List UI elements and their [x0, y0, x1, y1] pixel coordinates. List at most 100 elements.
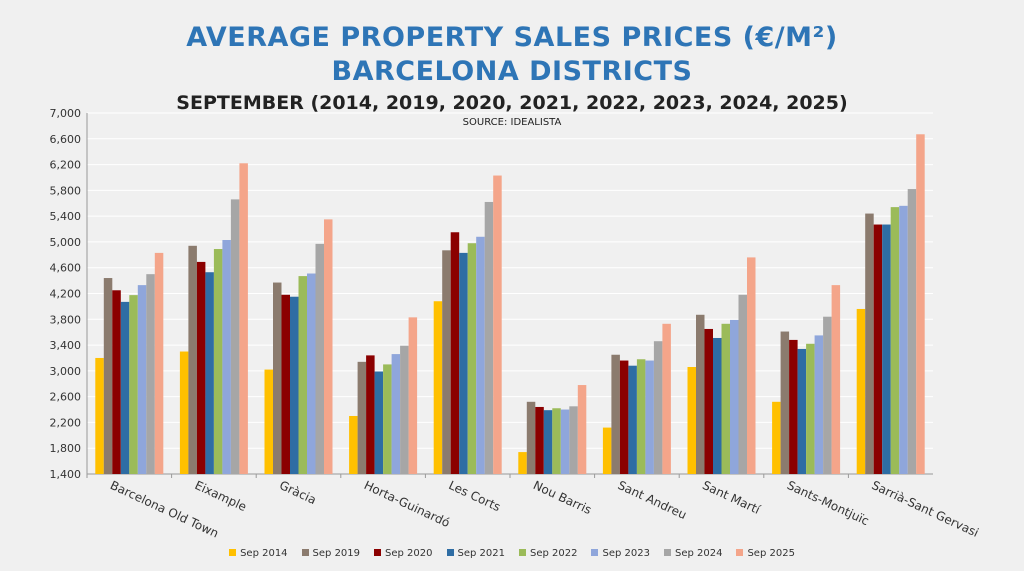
bar	[704, 328, 713, 474]
bar	[493, 175, 502, 475]
bar	[713, 337, 722, 474]
legend-swatch	[229, 549, 237, 556]
bar	[205, 272, 214, 474]
x-tick-label: Nou Barris	[531, 478, 594, 517]
bar	[856, 308, 866, 474]
legend-item: Sep 2025	[736, 548, 795, 559]
bar	[408, 317, 418, 474]
bar	[636, 359, 646, 474]
x-tick-label: Sant Andreu	[616, 478, 689, 522]
x-tick-label: Sarrià-Sant Gervasi	[869, 478, 980, 540]
legend-item: Sep 2014	[229, 548, 288, 559]
bar	[298, 276, 307, 474]
bar	[324, 219, 333, 474]
bar	[264, 369, 273, 474]
bar	[357, 361, 367, 474]
y-tick-label: 5,000	[50, 236, 82, 249]
legend-item: Sep 2021	[446, 548, 505, 559]
y-tick-label: 7,000	[50, 107, 82, 120]
bar	[823, 316, 832, 474]
bar	[882, 224, 891, 474]
y-tick-label: 1,800	[50, 442, 82, 455]
legend-label: Sep 2014	[240, 548, 288, 559]
bar	[602, 427, 612, 474]
bar	[552, 408, 561, 474]
y-tick-label: 2,600	[50, 391, 82, 404]
bar	[772, 401, 781, 474]
bar	[484, 201, 494, 475]
y-tick-label: 3,800	[50, 313, 82, 326]
x-tick-label: Horta-Guinardó	[362, 478, 452, 530]
bar	[560, 409, 570, 474]
y-tick-label: 5,800	[50, 184, 82, 197]
x-tick-label: Les Corts	[446, 478, 502, 514]
bar	[307, 273, 316, 474]
legend-item: Sep 2024	[663, 548, 722, 559]
chart-title: AVERAGE PROPERTY SALES PRICES (€/M²)	[186, 22, 838, 53]
legend-label: Sep 2019	[312, 548, 361, 559]
bar	[645, 360, 654, 474]
bar	[467, 243, 477, 474]
y-tick-label: 3,000	[50, 365, 82, 378]
bar	[535, 406, 544, 474]
x-tick-label: Gràcia	[277, 478, 318, 507]
bar	[366, 355, 375, 474]
legend-label: Sep 2025	[747, 548, 795, 559]
y-tick-label: 4,600	[50, 262, 82, 275]
bar	[315, 243, 324, 474]
chart-title-line2: BARCELONA DISTRICTS	[331, 56, 693, 87]
legend-swatch	[301, 549, 309, 556]
bar	[814, 335, 824, 474]
y-tick-label: 6,200	[50, 159, 82, 172]
bar	[391, 354, 401, 474]
bar	[526, 401, 536, 474]
bar	[450, 232, 460, 474]
bar	[442, 250, 451, 474]
bar	[459, 252, 468, 474]
y-tick-label: 6,600	[50, 133, 82, 146]
legend-swatch	[519, 549, 526, 556]
bar	[476, 236, 485, 474]
bar	[916, 134, 925, 475]
legend-item: Sep 2020	[374, 548, 433, 559]
legend-swatch	[374, 549, 382, 556]
bar	[899, 205, 908, 475]
y-tick-label: 3,400	[50, 339, 82, 352]
bar	[179, 351, 189, 474]
bar	[95, 357, 104, 474]
bar	[696, 314, 705, 474]
legend-swatch	[736, 549, 744, 556]
legend-swatch	[446, 549, 454, 556]
bar	[907, 189, 917, 474]
bar	[628, 365, 637, 474]
legend: Sep 2014 Sep 2019 Sep 2020 Sep 2021 Sep 2022…	[0, 548, 1024, 559]
x-tick-label: Eixample	[193, 478, 249, 514]
legend-label: Sep 2023	[602, 548, 650, 559]
bar	[222, 239, 231, 474]
legend-item: Sep 2022	[519, 548, 577, 559]
bar	[281, 294, 290, 474]
bar	[789, 339, 798, 474]
bar	[120, 301, 130, 474]
bar	[433, 301, 443, 474]
bar	[653, 341, 663, 474]
legend-swatch	[663, 549, 671, 556]
bar	[239, 163, 248, 474]
legend-label: Sep 2020	[385, 548, 433, 559]
bar	[146, 274, 155, 474]
bar	[154, 252, 164, 474]
bar	[103, 278, 113, 474]
bar	[687, 366, 696, 474]
bar	[230, 199, 240, 474]
legend-label: Sep 2022	[530, 548, 578, 559]
bar	[290, 296, 299, 474]
y-tick-label: 2,200	[50, 416, 82, 429]
bar	[374, 371, 384, 474]
bar	[873, 224, 883, 474]
bar	[518, 452, 527, 474]
bar	[577, 385, 587, 474]
bar	[662, 323, 671, 474]
bar	[383, 364, 392, 474]
y-tick-label: 5,400	[50, 210, 82, 223]
